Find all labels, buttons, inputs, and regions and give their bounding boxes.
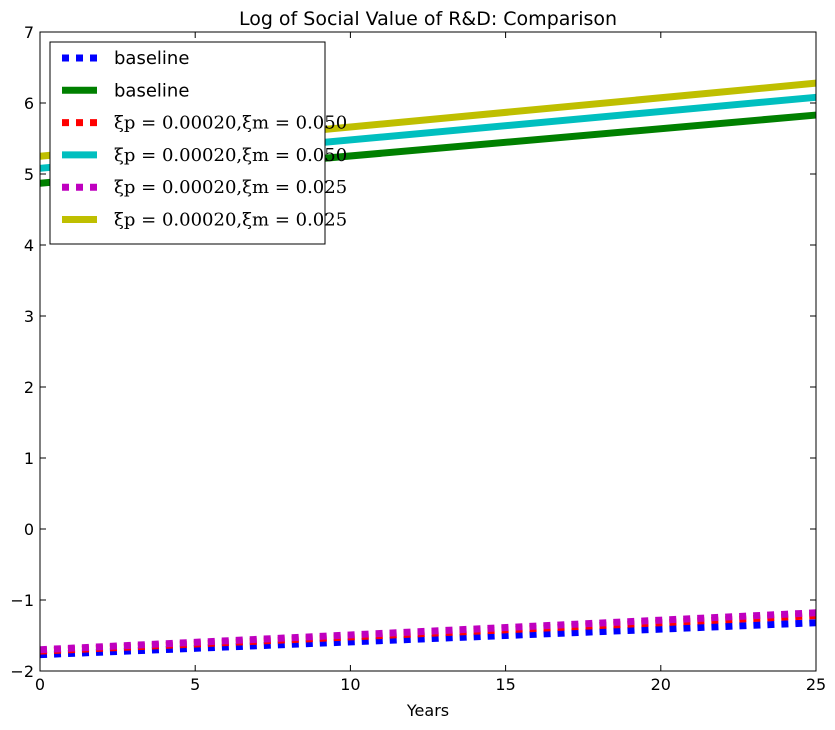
legend-label-1: baseline [114,80,189,101]
legend-label-0: baseline [114,48,189,69]
y-tick-label-2: 0 [24,520,34,539]
legend-label-2: ξp = 0.00020,ξm = 0.050 [114,113,347,134]
x-tick-label-2: 10 [340,675,360,694]
y-tick-label-4: 2 [24,378,34,397]
x-tick-label-4: 20 [651,675,671,694]
legend: baseline baseline ξp = 0.00020,ξm = 0.050 ξ… [49,41,347,245]
y-tick-label-6: 4 [24,236,34,255]
legend-box [49,41,326,245]
y-tick-label-5: 3 [24,307,34,326]
legend-label-4: ξp = 0.00020,ξm = 0.025 [114,177,347,198]
x-tick-label-3: 15 [495,675,515,694]
x-tick-label-5: 25 [806,675,826,694]
x-axis-label: Years [406,701,449,720]
series-line-4 [39,609,817,654]
y-tick-label-1: −1 [10,591,34,610]
y-tick-label-0: −2 [10,662,34,681]
legend-label-5: ξp = 0.00020,ξm = 0.025 [114,210,347,231]
ticks-layer: 0 5 10 15 20 25 −2 −1 0 1 2 3 4 5 6 7 [10,23,826,694]
y-tick-label-3: 1 [24,449,34,468]
y-tick-label-7: 5 [24,165,34,184]
x-tick-label-0: 0 [35,675,45,694]
y-tick-label-9: 7 [24,23,34,42]
legend-label-3: ξp = 0.00020,ξm = 0.050 [114,145,347,166]
plot-frame [39,31,817,672]
y-tick-label-8: 6 [24,94,34,113]
x-tick-label-1: 5 [190,675,200,694]
chart-title: Log of Social Value of R&D: Comparison [239,8,617,30]
series-line-0 [39,619,817,659]
